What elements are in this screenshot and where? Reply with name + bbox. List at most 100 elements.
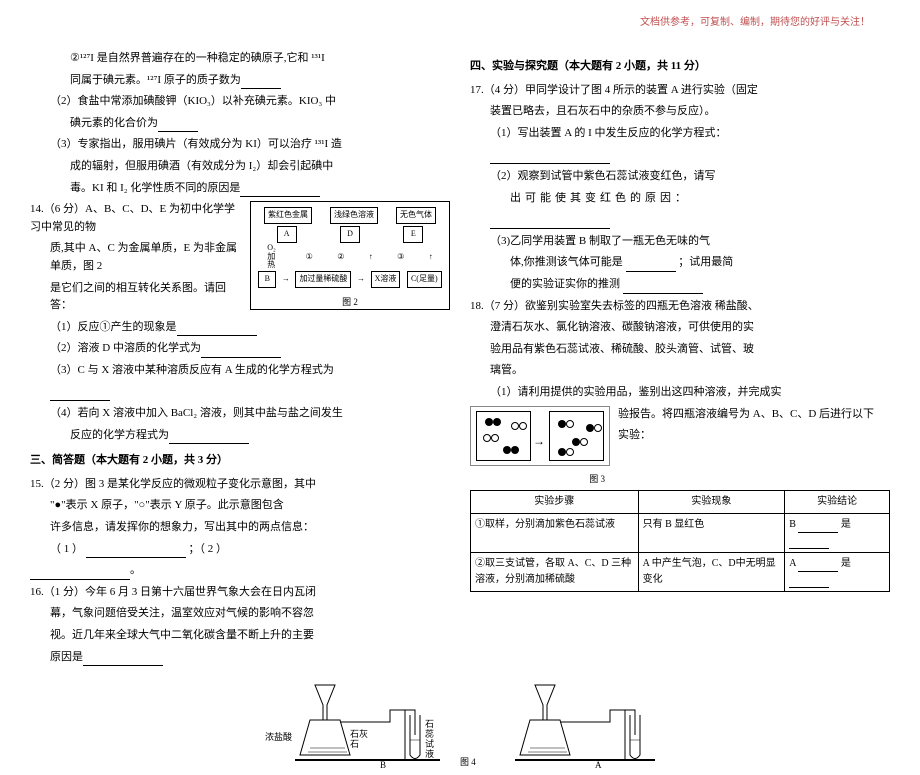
right-column: 四、实验与探究题（本大题有 2 小题，共 11 分） 17.（4 分）甲同学设计… bbox=[470, 50, 890, 670]
node: C(足量) bbox=[407, 271, 442, 288]
text-frag: 原因是 bbox=[50, 651, 83, 663]
text: ②¹²⁷I 是自然界普遍存在的一种稳定的碘原子,它和 ¹³¹I bbox=[30, 50, 450, 68]
text-frag: 是 bbox=[841, 519, 851, 530]
blank bbox=[789, 537, 829, 549]
label: 石蕊试液 bbox=[425, 720, 437, 760]
figure-3: → 图 3 bbox=[470, 406, 610, 487]
table-row: 实验步骤 实验现象 实验结论 bbox=[471, 491, 890, 514]
text: （3）C 与 X 溶液中某种溶质反应有 A 生成的化学方程式为 bbox=[30, 362, 450, 380]
text: （1）请利用提供的实验用品，鉴别出这四种溶液，并完成实 bbox=[470, 384, 890, 402]
blank bbox=[30, 568, 130, 580]
left-column: ②¹²⁷I 是自然界普遍存在的一种稳定的碘原子,它和 ¹³¹I 同属于碘元素。¹… bbox=[30, 50, 450, 670]
text: 视。近几年来全球大气中二氧化碳含量不断上升的主要 bbox=[30, 627, 450, 645]
text: 18.（7 分）欲鉴别实验室失去标签的四瓶无色溶液 稀盐酸、 bbox=[470, 298, 890, 316]
blank bbox=[86, 546, 186, 558]
text-frag: ；试用最简 bbox=[678, 256, 733, 268]
col-header: 实验步骤 bbox=[471, 491, 639, 514]
blank bbox=[490, 217, 610, 229]
blank bbox=[158, 120, 198, 132]
node: D bbox=[340, 226, 360, 243]
text: 15.（2 分）图 3 是某化学反应的微观粒子变化示意图，其中 bbox=[30, 476, 450, 494]
arrow-icon: → bbox=[533, 432, 545, 451]
text: 璃管。 bbox=[470, 362, 890, 380]
side-label: O₂加热 bbox=[267, 244, 281, 270]
cell: A 中产生气泡，C、D中无明显变化 bbox=[638, 553, 785, 592]
section-4-title: 四、实验与探究题（本大题有 2 小题，共 11 分） bbox=[470, 58, 890, 76]
cell: A 是 bbox=[785, 553, 890, 592]
cell: B 是 bbox=[785, 514, 890, 553]
text: （4）若向 X 溶液中加入 BaCl₂ 溶液，则其中盐与盐之间发生 bbox=[30, 405, 450, 423]
figure-caption: 图 3 bbox=[470, 472, 610, 486]
text-frag: 体,你推测该气体可能是 bbox=[510, 256, 623, 268]
blank bbox=[626, 260, 676, 272]
text: 17.（4 分）甲同学设计了图 4 所示的装置 A 进行实验（固定 bbox=[470, 82, 890, 100]
main-content: ②¹²⁷I 是自然界普遍存在的一种稳定的碘原子,它和 ¹³¹I 同属于碘元素。¹… bbox=[30, 50, 890, 670]
col-header: 实验现象 bbox=[638, 491, 785, 514]
figure-2: 紫红色金属 浅绿色溶液 无色气体 A D E O₂加热 ① ② ↑ ③ ↑ bbox=[250, 201, 450, 310]
text-frag: 反应的化学方程式为 bbox=[70, 429, 169, 441]
text-frag: 毒。KI 和 I₂ 化学性质不同的原因是 bbox=[70, 182, 240, 194]
text-frag: 便的实验证实你的推测 bbox=[510, 278, 620, 290]
circled-num: ③ bbox=[397, 251, 404, 264]
blank bbox=[241, 77, 281, 89]
text-frag: 同属于碘元素。¹²⁷I 原子的质子数为 bbox=[70, 74, 241, 86]
label: B bbox=[380, 758, 386, 772]
text: （3)乙同学用装置 B 制取了一瓶无色无味的气 bbox=[470, 233, 890, 251]
text: 许多信息，请发挥你的想象力，写出其中的两点信息： bbox=[30, 519, 450, 537]
text: （2）食盐中常添加碘酸钾（KIO₃）以补充碘元素。KIO₃ 中 bbox=[30, 93, 450, 111]
cell: ①取样，分别滴加紫色石蕊试液 bbox=[471, 514, 639, 553]
text: （1）写出装置 A 的 I 中发生反应的化学方程式： bbox=[470, 125, 890, 143]
text: 16.（1 分）今年 6 月 3 日第十六届世界气象大会在日内瓦闭 bbox=[30, 584, 450, 602]
text: 毒。KI 和 I₂ 化学性质不同的原因是 bbox=[30, 180, 450, 198]
text: 装置已略去，且石灰石中的杂质不参与反应）。 bbox=[470, 103, 890, 121]
node-label: 加过量稀硫酸 bbox=[295, 271, 351, 288]
text-frag: ；（ 2 ） bbox=[189, 543, 228, 555]
text: 澄清石灰水、氯化钠溶液、碳酸钠溶液，可供使用的实 bbox=[470, 319, 890, 337]
table-row: ②取三支试管，各取 A、C、D 三种溶液，分别滴加稀硫酸 A 中产生气泡，C、D… bbox=[471, 553, 890, 592]
blank bbox=[201, 346, 281, 358]
blank bbox=[623, 282, 703, 294]
col-header: 实验结论 bbox=[785, 491, 890, 514]
particle-box-left bbox=[476, 411, 531, 461]
blank bbox=[789, 576, 829, 588]
blank bbox=[83, 654, 163, 666]
text: 碘元素的化合价为 bbox=[30, 115, 450, 133]
text: （2）观察到试管中紫色石蕊试液变红色，请写 bbox=[470, 168, 890, 186]
text-frag: 碘元素的化合价为 bbox=[70, 117, 158, 129]
text: （2）溶液 D 中溶质的化学式为 bbox=[30, 340, 450, 358]
experiment-table: 实验步骤 实验现象 实验结论 ①取样，分别滴加紫色石蕊试液 只有 B 显红色 B… bbox=[470, 490, 890, 592]
text: "●"表示 X 原子，"○"表示 Y 原子。此示意图包含 bbox=[30, 497, 450, 515]
blank bbox=[50, 389, 110, 401]
blank bbox=[169, 432, 249, 444]
node: E bbox=[403, 226, 423, 243]
section-3-title: 三、简答题（本大题有 2 小题，共 3 分） bbox=[30, 452, 450, 470]
text: 验用品有紫色石蕊试液、稀硫酸、胶头滴管、试管、玻 bbox=[470, 341, 890, 359]
text: 同属于碘元素。¹²⁷I 原子的质子数为 bbox=[30, 72, 450, 90]
particle-box-right bbox=[549, 411, 604, 461]
text-frag: （1）反应①产生的现象是 bbox=[50, 321, 177, 333]
node: A bbox=[277, 226, 297, 243]
text: 幕，气象问题倍受关注，温室效应对气候的影响不容忽 bbox=[30, 605, 450, 623]
blank bbox=[798, 521, 838, 533]
figure-caption: 图 4 bbox=[460, 755, 476, 769]
text-frag: A bbox=[789, 558, 796, 569]
text-frag: （2）溶液 D 中溶质的化学式为 bbox=[50, 342, 201, 354]
text: 便的实验证实你的推测 bbox=[470, 276, 890, 294]
label: 石灰石 bbox=[350, 730, 370, 750]
text: （1）反应①产生的现象是 bbox=[30, 319, 450, 337]
node: B bbox=[258, 271, 276, 288]
text: 出可能使其变红色的原因： bbox=[470, 190, 890, 208]
blank bbox=[240, 185, 320, 197]
text-frag: 是 bbox=[841, 558, 851, 569]
node-label: 浅绿色溶液 bbox=[330, 207, 378, 224]
blank bbox=[177, 324, 257, 336]
circled-num: ② bbox=[337, 251, 344, 264]
text: 体,你推测该气体可能是 ；试用最简 bbox=[470, 254, 890, 272]
text: 原因是 bbox=[30, 649, 450, 667]
blank bbox=[490, 152, 610, 164]
node-label: 紫红色金属 bbox=[264, 207, 312, 224]
node: X溶液 bbox=[371, 271, 401, 288]
table-row: ①取样，分别滴加紫色石蕊试液 只有 B 显红色 B 是 bbox=[471, 514, 890, 553]
text: （3）专家指出，服用碘片（有效成分为 KI）可以治疗 ¹³¹I 造 bbox=[30, 136, 450, 154]
text: 反应的化学方程式为 bbox=[30, 427, 450, 445]
